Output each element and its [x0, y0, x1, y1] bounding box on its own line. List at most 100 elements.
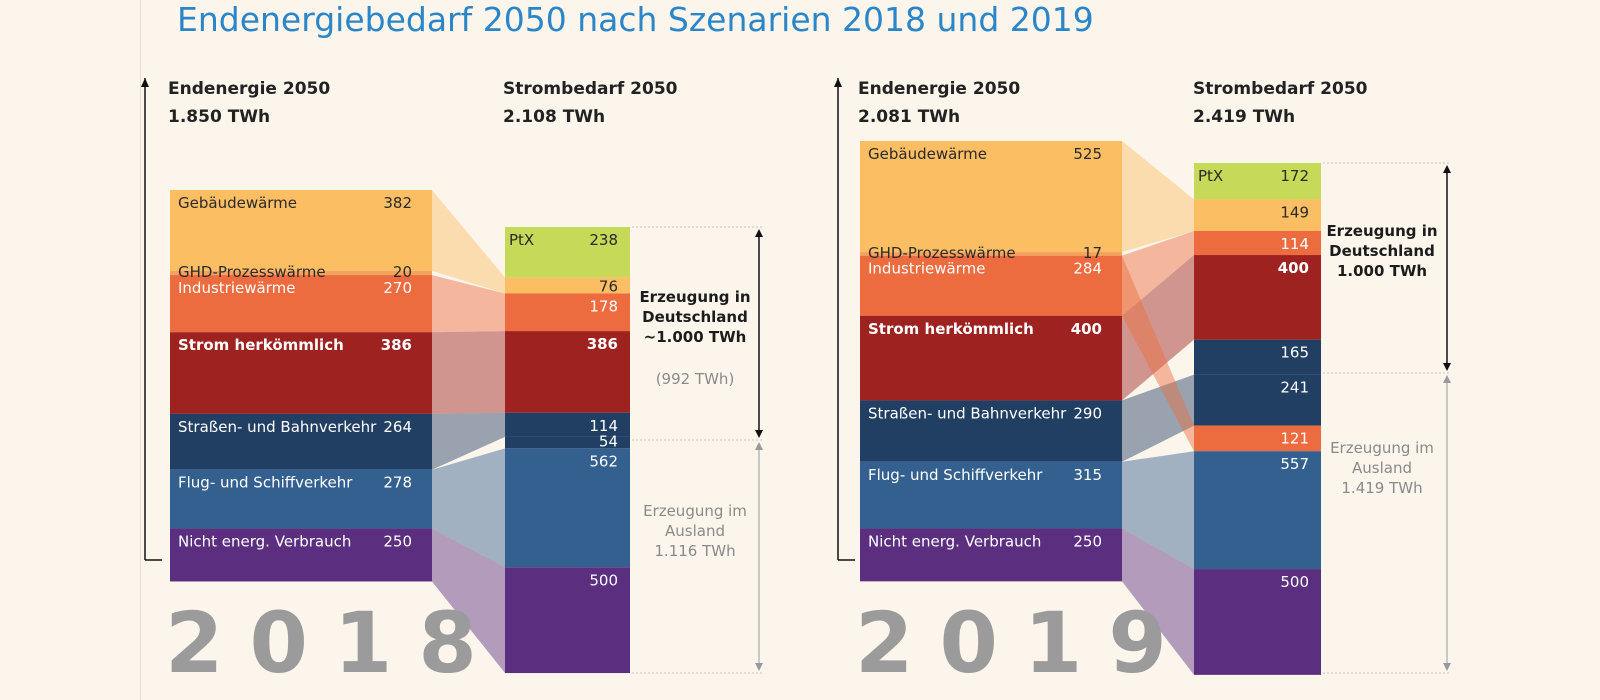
- abroad-generation-label: 1.116 TWh: [654, 542, 735, 560]
- flow-band-strom: [1122, 255, 1194, 401]
- end-energy-bar-flug: [860, 461, 1122, 529]
- domestic-generation-label: 1.000 TWh: [1337, 262, 1427, 280]
- scenario-year-label: 2019: [855, 594, 1193, 692]
- end-energy-value: 250: [383, 533, 412, 551]
- end-energy-bar-nicht: [170, 528, 432, 582]
- power-demand-bar-nicht: [505, 567, 630, 674]
- power-demand-bar-nicht: [1194, 569, 1321, 675]
- power-demand-value: 500: [1280, 573, 1309, 591]
- end-energy-value: 525: [1073, 145, 1102, 163]
- end-energy-label: Nicht energ. Verbrauch: [868, 532, 1041, 550]
- power-demand-header-title: Strombedarf 2050: [503, 79, 678, 99]
- end-energy-bar-nicht: [860, 528, 1122, 582]
- power-demand-value: 557: [1280, 455, 1309, 473]
- arrow-down-icon: [755, 663, 763, 671]
- end-energy-header-total: 2.081 TWh: [858, 107, 960, 127]
- power-demand-category-label: PtX: [509, 231, 534, 249]
- end-energy-label: Flug- und Schiffverkehr: [178, 474, 353, 492]
- power-demand-bar-strom: [1194, 255, 1321, 340]
- end-energy-label: Straßen- und Bahnverkehr: [868, 404, 1067, 422]
- abroad-label-bg: [1324, 437, 1440, 501]
- end-energy-bar-flug: [170, 469, 432, 529]
- end-energy-bar-ghd: [170, 270, 432, 276]
- power-demand-bar-ptx: [505, 227, 630, 278]
- power-demand-value: 165: [1280, 344, 1309, 362]
- power-demand-value: 241: [1280, 379, 1309, 397]
- end-energy-label: Gebäudewärme: [178, 194, 297, 212]
- power-demand-header-title: Strombedarf 2050: [1193, 79, 1368, 99]
- end-energy-value: 270: [383, 279, 412, 297]
- flow-band-strom: [432, 331, 505, 414]
- end-energy-label: GHD-Prozesswärme: [868, 244, 1016, 262]
- end-energy-value: 264: [383, 418, 412, 436]
- power-demand-bar-verkehr: [505, 436, 630, 449]
- end-energy-bar-ghd: [860, 252, 1122, 256]
- end-energy-bar-strom: [860, 315, 1122, 401]
- arrow-down-icon: [755, 430, 763, 438]
- end-energy-label: Strom herkömmlich: [178, 336, 344, 354]
- power-demand-value: 54: [599, 432, 618, 450]
- end-energy-bar-verkehr: [860, 400, 1122, 462]
- power-demand-value: 114: [589, 417, 618, 435]
- end-energy-label: GHD-Prozesswärme: [178, 263, 326, 281]
- arrow-up-icon: [1443, 375, 1451, 383]
- flow-band-gebaeude: [432, 190, 505, 294]
- power-demand-value: 149: [1280, 203, 1309, 221]
- flow-band-verkehr: [1122, 374, 1194, 462]
- power-demand-value: 562: [589, 452, 618, 470]
- end-energy-label: Straßen- und Bahnverkehr: [178, 418, 377, 436]
- scenario-2018: Gebäudewärme 382 GHD-Prozesswärme 20 Industr…: [141, 78, 763, 692]
- arrow-up-icon: [834, 78, 842, 87]
- end-energy-bar-industrie: [170, 275, 432, 333]
- end-energy-value: 284: [1073, 260, 1102, 278]
- power-demand-value: 400: [1278, 259, 1309, 277]
- end-energy-label: Industriewärme: [868, 260, 985, 278]
- end-energy-value: 17: [1083, 244, 1102, 262]
- flow-band-nicht: [1122, 528, 1194, 675]
- flow-band-nicht: [432, 528, 505, 674]
- arrow-up-icon: [755, 229, 763, 237]
- domestic-generation-label: Erzeugung in: [639, 288, 750, 306]
- power-demand-bar-industrie: [1194, 425, 1321, 452]
- power-demand-category-label: PtX: [1198, 167, 1223, 185]
- scenario-year-label: 2018: [165, 594, 503, 692]
- power-demand-bar-gebaeude: [505, 277, 630, 294]
- end-energy-label: Industriewärme: [178, 279, 295, 297]
- end-energy-value: 386: [381, 336, 412, 354]
- flow-band-verkehr: [432, 412, 505, 470]
- end-energy-value: 400: [1071, 320, 1102, 338]
- domestic-generation-note: (992 TWh): [656, 370, 735, 388]
- abroad-generation-label: Erzeugung im: [1330, 439, 1434, 457]
- arrow-down-icon: [1443, 363, 1451, 371]
- power-demand-bar-industrie: [1194, 230, 1321, 256]
- page-divider-line: [140, 0, 141, 700]
- end-energy-bar-gebaeude: [860, 141, 1122, 253]
- power-demand-header-total: 2.108 TWh: [503, 107, 605, 127]
- abroad-generation-label: 1.419 TWh: [1341, 479, 1422, 497]
- end-energy-value: 315: [1073, 466, 1102, 484]
- flow-band-flug: [432, 448, 505, 568]
- arrow-up-icon: [755, 442, 763, 450]
- arrow-down-icon: [1443, 663, 1451, 671]
- abroad-generation-label: Ausland: [1352, 459, 1412, 477]
- domestic-generation-label: ~1.000 TWh: [644, 328, 747, 346]
- end-energy-bar-industrie: [860, 255, 1122, 316]
- power-demand-bar-industrie: [505, 293, 630, 332]
- page-title: Endenergiebedarf 2050 nach Szenarien 201…: [177, 0, 1094, 39]
- domestic-generation-label: Deutschland: [642, 308, 748, 326]
- end-energy-label: Strom herkömmlich: [868, 320, 1034, 338]
- end-energy-label: Flug- und Schiffverkehr: [868, 466, 1043, 484]
- power-demand-bar-flug: [1194, 451, 1321, 570]
- end-energy-bar-gebaeude: [170, 190, 432, 271]
- power-demand-bar-verkehr: [1194, 374, 1321, 426]
- power-demand-value: 178: [589, 297, 618, 315]
- power-demand-bar-verkehr: [1194, 339, 1321, 375]
- power-demand-value: 114: [1280, 235, 1309, 253]
- scenario-2019: Gebäudewärme 525 GHD-Prozesswärme 17 Industr…: [834, 78, 1451, 692]
- end-energy-bar-verkehr: [170, 413, 432, 470]
- power-demand-header-total: 2.419 TWh: [1193, 107, 1295, 127]
- end-energy-header-total: 1.850 TWh: [168, 107, 270, 127]
- power-demand-bar-ptx: [1194, 163, 1321, 200]
- power-demand-value: 172: [1280, 167, 1309, 185]
- end-energy-value: 20: [393, 263, 412, 281]
